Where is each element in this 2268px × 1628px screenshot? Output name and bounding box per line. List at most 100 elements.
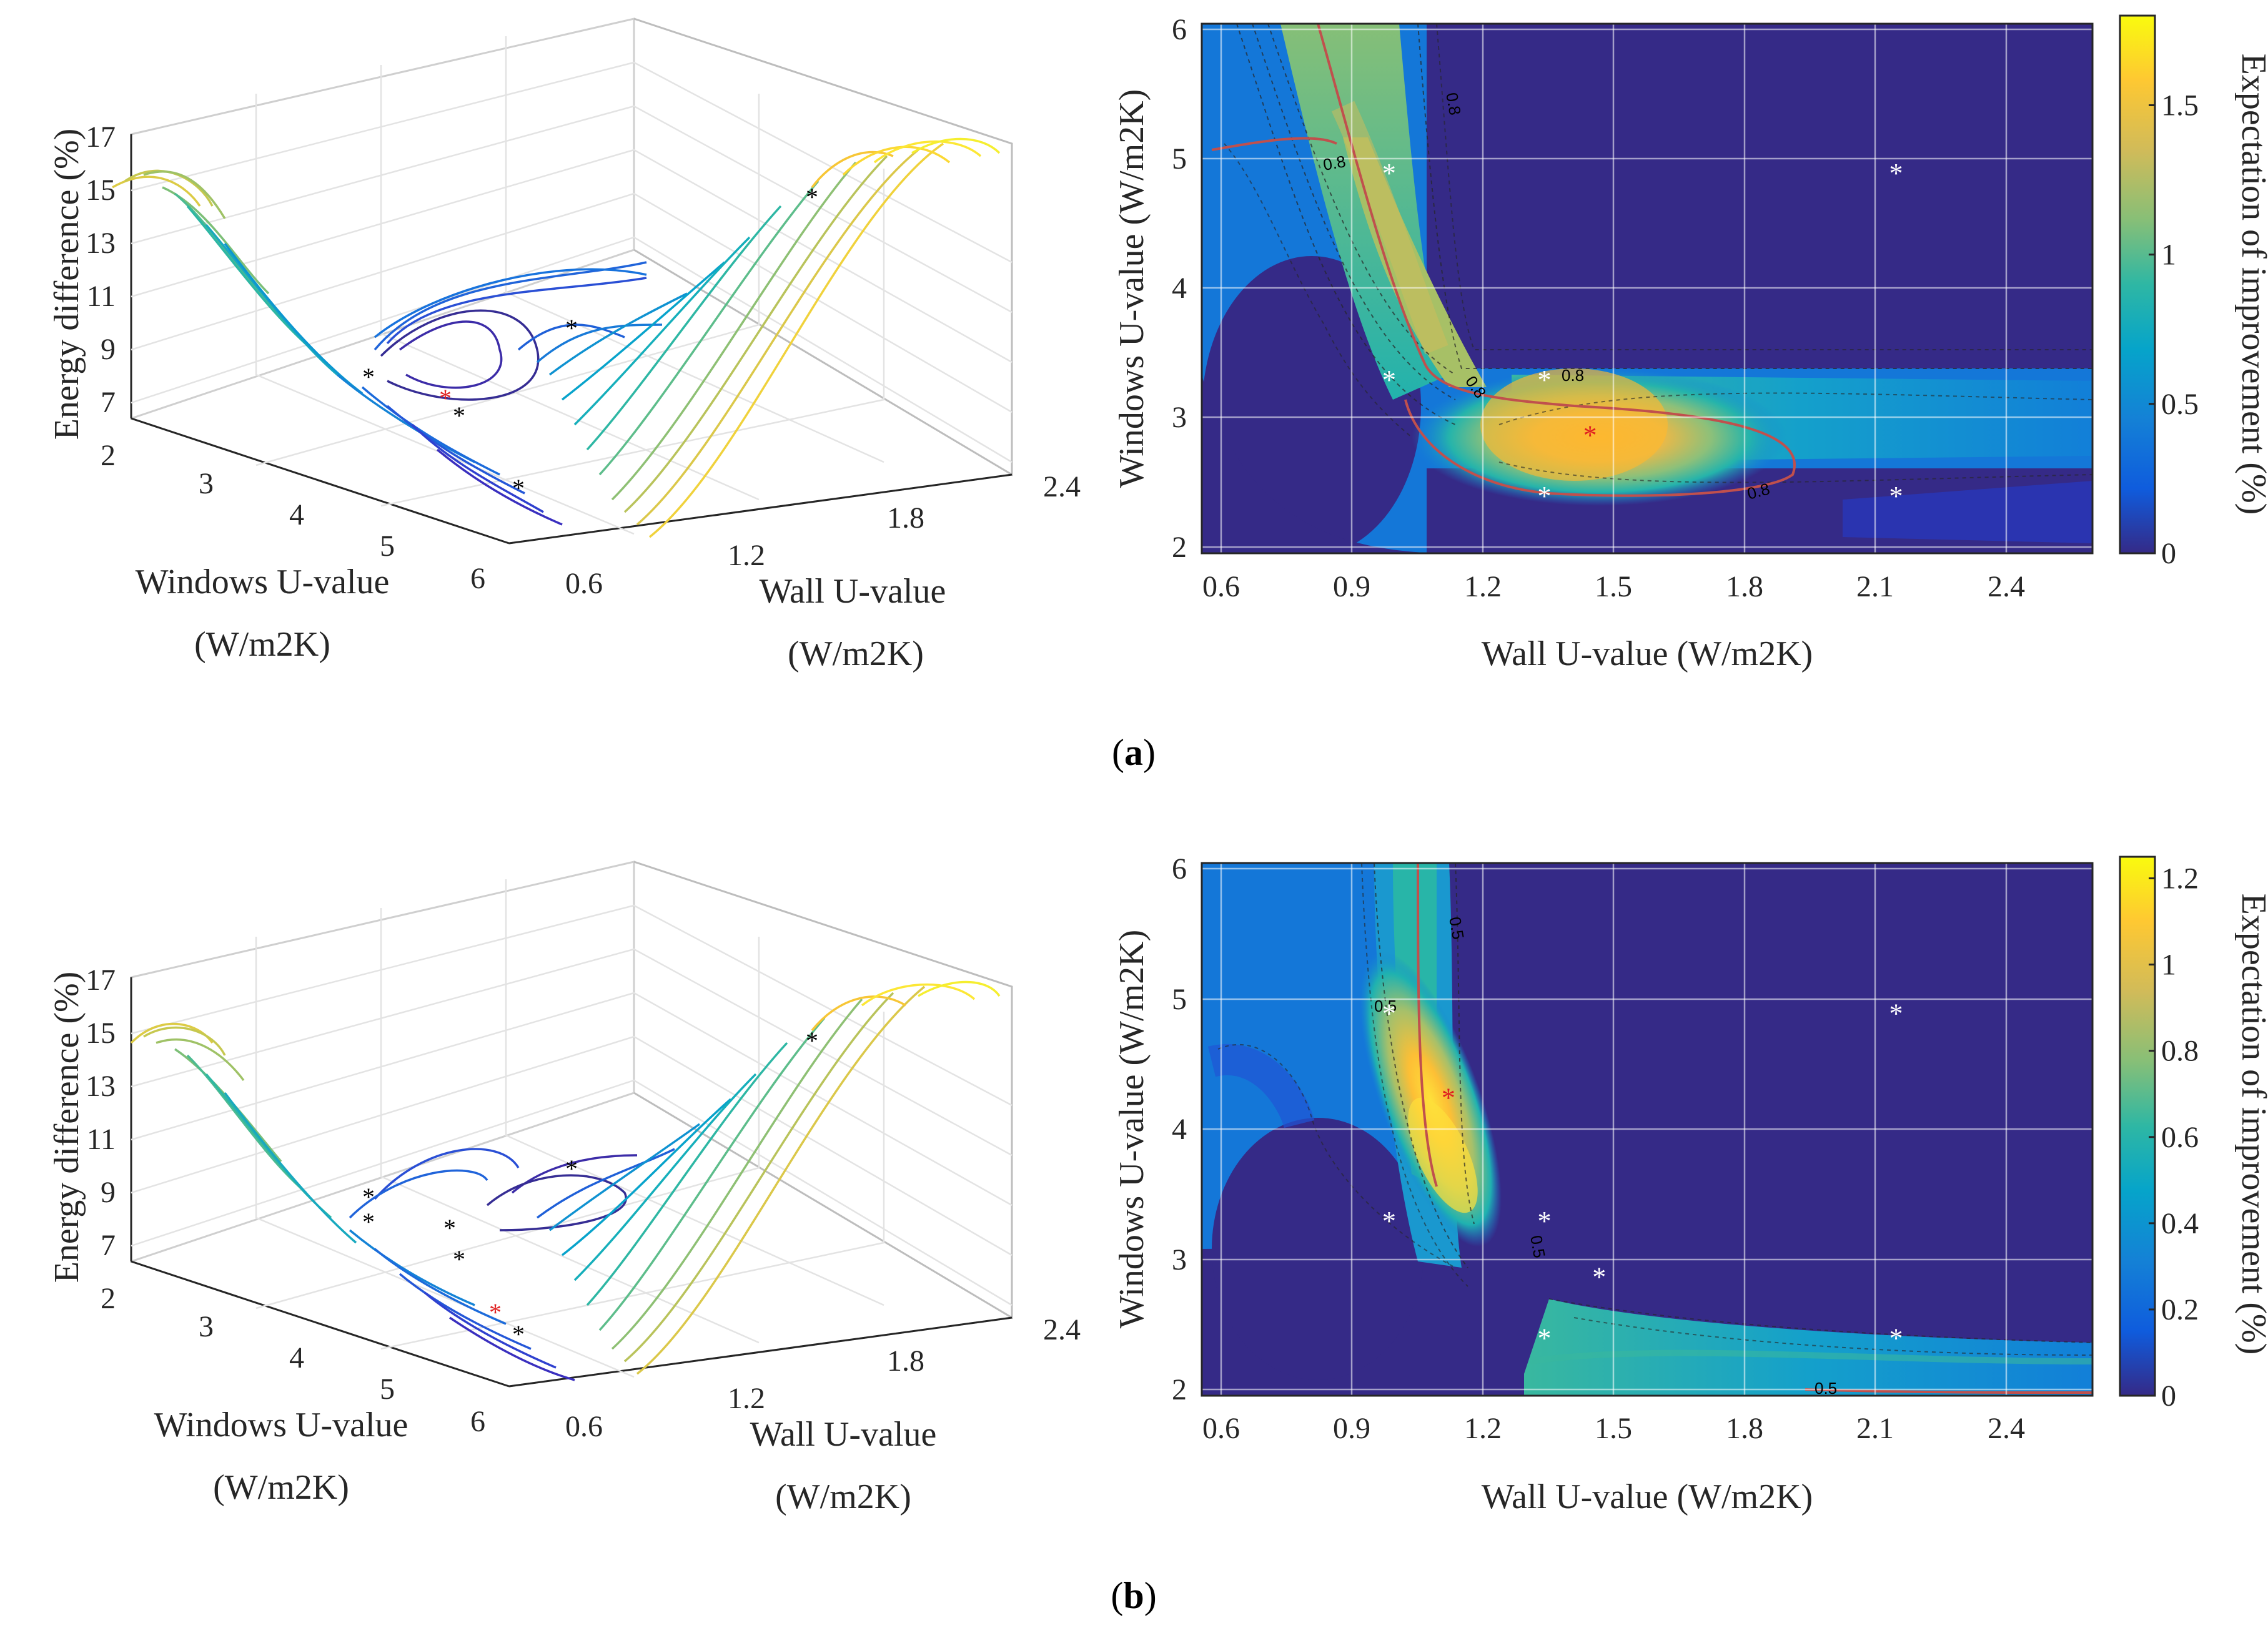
panel-a-contour-sample-points: * * * * * * * xyxy=(1382,158,1903,511)
panel-a-3d-box xyxy=(130,17,1013,545)
sample-point: * xyxy=(1382,1206,1396,1236)
panel-b-contour-gridlines xyxy=(1202,863,2092,1396)
x-tick: 0.6 xyxy=(1202,570,1240,603)
sample-point: * xyxy=(1889,481,1903,511)
y-tick: 3 xyxy=(1172,401,1187,434)
sample-point: * xyxy=(1537,1206,1551,1236)
panel-a-3d-x-unit: (W/m2K) xyxy=(194,625,330,664)
panel-b-3d-box xyxy=(130,861,1013,1388)
x-tick: 3 xyxy=(199,467,214,500)
z-tick-extra: 2 xyxy=(101,1282,116,1315)
panel-b-3d-point: * xyxy=(362,1183,375,1211)
colorbar-tick-label: 0.8 xyxy=(2161,1035,2199,1068)
y-tick: 1.2 xyxy=(728,1382,765,1415)
panel-b-3d-y-ticks: 0.6 1.2 1.8 2.4 xyxy=(565,1313,1081,1443)
panel-a-3d-plot: * * * * * * 7 9 11 13 15 17 2 3 4 5 6 0.… xyxy=(47,17,1081,673)
panel-b-3d-point: * xyxy=(806,1027,818,1055)
sample-point: * xyxy=(1382,158,1396,189)
sample-point: * xyxy=(1537,1323,1551,1353)
panel-a-caption: (a) xyxy=(1112,732,1156,773)
panel-b-contour-sample-points: * * * * * * * * xyxy=(1382,998,1903,1353)
panel-b-caption: (b) xyxy=(1111,1575,1156,1616)
x-tick: 1.8 xyxy=(1726,1412,1763,1445)
panel-b-colorbar-label: Expectation of improvement (%) xyxy=(2234,894,2268,1355)
x-tick: 1.5 xyxy=(1595,570,1632,603)
x-tick: 4 xyxy=(289,498,304,531)
contour-label: 0.8 xyxy=(1562,366,1584,385)
caption-paren-close: ) xyxy=(1143,732,1156,773)
sample-point: * xyxy=(1889,1323,1903,1353)
colorbar-tick-label: 0.4 xyxy=(2161,1207,2199,1240)
panel-b-contour-x-label: Wall U-value (W/m2K) xyxy=(1482,1478,1813,1516)
y-tick: 1.8 xyxy=(887,1344,924,1378)
panel-b-3d-z-ticks: 7 9 11 13 15 17 2 xyxy=(86,964,116,1315)
y-tick: 2.4 xyxy=(1043,470,1081,503)
panel-a-contour-y-ticks: 2 3 4 5 6 xyxy=(1172,13,1187,564)
panel-b-3d-x-ticks: 3 4 5 6 xyxy=(199,1310,485,1438)
y-tick: 0.6 xyxy=(565,567,603,600)
y-tick: 1.8 xyxy=(887,501,924,535)
panel-a-3d-y-label: Wall U-value xyxy=(760,572,946,611)
panel-a-3d-z-ticks: 7 9 11 13 15 17 2 xyxy=(86,121,116,472)
panel-b-3d-point: * xyxy=(362,1208,375,1236)
panel-a-contour-x-label: Wall U-value (W/m2K) xyxy=(1482,634,1813,673)
panel-a-3d-x-label: Windows U-value xyxy=(136,563,390,601)
colorbar-tick-label: 1 xyxy=(2161,239,2176,272)
svg-text:(a): (a) xyxy=(1112,732,1156,773)
x-tick: 3 xyxy=(199,1310,214,1343)
x-tick: 1.5 xyxy=(1595,1412,1632,1445)
y-tick: 4 xyxy=(1172,1113,1187,1146)
x-tick: 6 xyxy=(470,562,485,595)
caption-letter: b xyxy=(1123,1575,1144,1616)
panel-a-3d-point: * xyxy=(362,363,375,391)
panel-b-contour-y-label: Windows U-value (W/m2K) xyxy=(1112,930,1151,1328)
y-tick: 5 xyxy=(1172,142,1187,175)
panel-b-contour-plot: 0.5 0.5 0.5 0.5 * * * * * * * * 0.6 0.9 1.2 1.5… xyxy=(1112,852,2268,1516)
panel-a-3d-point-new: * xyxy=(439,384,452,412)
x-tick: 1.2 xyxy=(1464,1412,1502,1445)
colorbar-tick-label: 0.6 xyxy=(2161,1121,2199,1154)
caption-letter: a xyxy=(1124,732,1143,773)
x-tick: 0.9 xyxy=(1333,570,1370,603)
sample-point: * xyxy=(1537,365,1551,395)
panel-a-3d-y-ticks: 0.6 1.2 1.8 2.4 xyxy=(565,470,1081,600)
panel-a-contour-lines xyxy=(1211,24,2092,497)
next-sample-point: * xyxy=(1583,420,1597,451)
y-tick: 6 xyxy=(1172,13,1187,46)
y-tick: 2 xyxy=(1172,531,1187,564)
caption-paren-close: ) xyxy=(1144,1575,1157,1616)
z-tick: 9 xyxy=(101,1176,116,1209)
contour-label: 0.5 xyxy=(1527,1234,1549,1260)
contour-label: 0.5 xyxy=(1445,915,1468,941)
panel-a-contour-fill xyxy=(1202,24,2092,553)
colorbar-tick-label: 1.2 xyxy=(2161,862,2199,895)
x-tick: 5 xyxy=(380,530,395,563)
colorbar-tick-label: 0 xyxy=(2161,1379,2176,1413)
panel-b-3d-point: * xyxy=(453,1245,465,1273)
z-tick: 13 xyxy=(86,1070,116,1103)
caption-paren-open: ( xyxy=(1112,732,1124,773)
x-tick: 5 xyxy=(380,1373,395,1406)
contour-label: 0.8 xyxy=(1322,152,1347,174)
z-tick: 15 xyxy=(86,1017,116,1050)
sample-point: * xyxy=(1889,998,1903,1029)
caption-paren-open: ( xyxy=(1111,1575,1123,1616)
x-tick: 1.8 xyxy=(1726,570,1763,603)
sample-point: * xyxy=(1382,365,1396,395)
panel-a-contour-plot: 0.8 0.8 0.8 0.8 0.8 * ** ** ** 0.6 0.9 1.2 … xyxy=(1112,13,2268,673)
z-tick: 7 xyxy=(101,1229,116,1262)
panel-a-3d-z-label: Energy difference (%) xyxy=(47,129,86,440)
panel-a-3d-gridlines xyxy=(131,36,1013,535)
panel-b-contour-axes-box xyxy=(1201,862,2094,1397)
panel-a-3d-y-unit: (W/m2K) xyxy=(788,634,924,673)
panel-b-contour-lines xyxy=(1217,863,2092,1394)
panel-a-3d-point: * xyxy=(512,474,525,502)
panel-b-3d-surface-contours xyxy=(130,980,1001,1381)
x-tick: 2.4 xyxy=(1988,1412,2025,1445)
panel-b-colorbar-ticks: 0 0.2 0.4 0.6 0.8 1 1.2 xyxy=(2149,862,2199,1413)
contour-label: 0.5 xyxy=(1815,1379,1837,1398)
panel-b-contour-labels: 0.5 0.5 0.5 0.5 xyxy=(1374,915,1837,1398)
x-tick: 4 xyxy=(289,1341,304,1374)
z-tick: 13 xyxy=(86,227,116,260)
x-tick: 6 xyxy=(470,1405,485,1438)
